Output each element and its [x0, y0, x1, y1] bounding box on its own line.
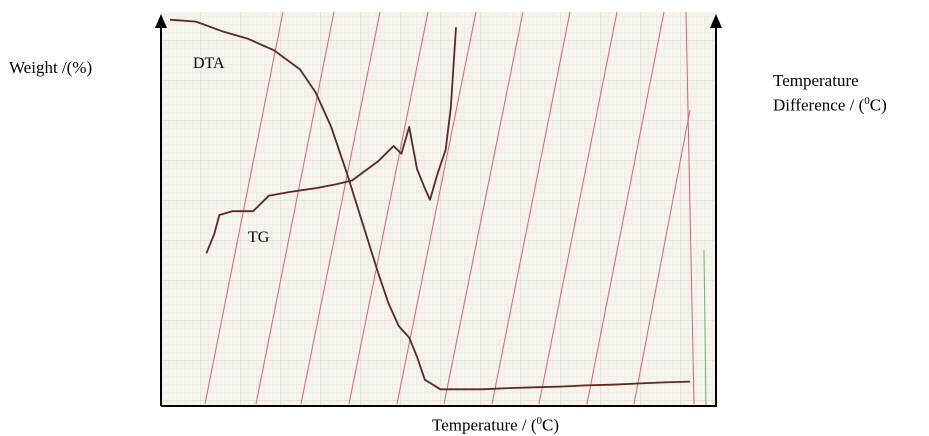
reference-line	[491, 11, 571, 405]
reference-line	[443, 11, 524, 405]
reference-line	[204, 11, 284, 405]
green-marker-line	[703, 249, 707, 407]
chart-grid-major	[161, 12, 717, 406]
x-axis-label: Temperature / (0C)	[432, 415, 560, 435]
y-axis-left-arrow	[155, 14, 167, 28]
reference-line	[348, 11, 429, 405]
y-axis-right-label: Temperature Difference / (0C)	[773, 71, 929, 116]
reference-line	[538, 11, 618, 405]
curve-label-tg: TG	[248, 229, 270, 246]
reference-line	[685, 11, 695, 405]
reference-line	[586, 11, 665, 405]
y-axis-right-label-line1: Temperature	[773, 71, 859, 90]
series-line-dta	[169, 18, 691, 391]
curve-label-dta: DTA	[193, 55, 225, 72]
series-layer	[169, 18, 691, 391]
series-line-tg	[205, 27, 457, 254]
y-axis-left-label: Weight /(%)	[9, 58, 93, 77]
reference-lines	[204, 11, 695, 405]
reference-line	[300, 11, 381, 405]
reference-line	[633, 109, 691, 405]
y-axis-right-arrow	[710, 14, 722, 28]
reference-line	[255, 11, 335, 405]
y-axis-right-label-line2: Difference / (0C)	[773, 95, 887, 115]
